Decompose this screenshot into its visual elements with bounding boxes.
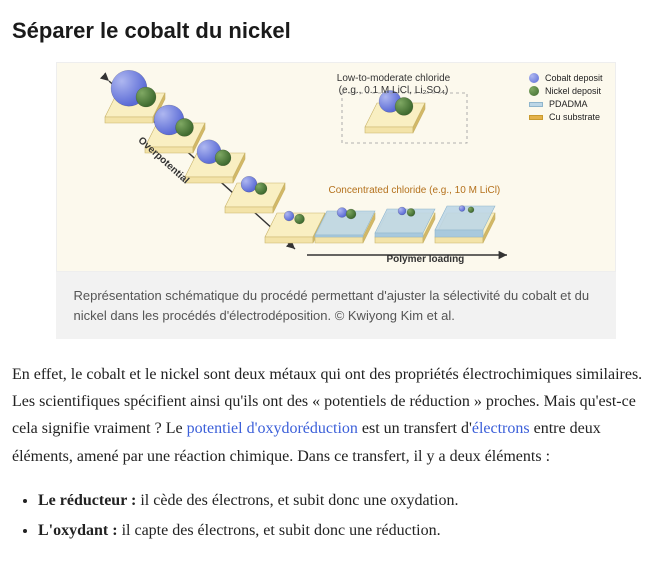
concentrated-label: Concentrated chloride (e.g., 10 M LiCl) — [329, 185, 501, 196]
pdadma-swatch — [529, 102, 543, 107]
legend: Cobalt deposit Nickel deposit PDADMA Cu … — [529, 73, 603, 125]
legend-cu: Cu substrate — [529, 112, 603, 122]
legend-label: Cobalt deposit — [545, 73, 603, 83]
polymer-loading-label: Polymer loading — [387, 254, 465, 265]
nickel-swatch — [529, 86, 539, 96]
bullet-list: Le réducteur : il cède des électrons, et… — [12, 486, 659, 547]
cu-swatch — [529, 115, 543, 120]
legend-label: PDADMA — [549, 99, 588, 109]
low-chloride-label-2: (e.g., 0.1 M LiCl, Li₂SO₄) — [319, 85, 469, 96]
bullet-text: il cède des électrons, et subit donc une… — [136, 492, 458, 509]
legend-label: Nickel deposit — [545, 86, 601, 96]
body-paragraph: En effet, le cobalt et le nickel sont de… — [12, 361, 659, 470]
oxydoreduction-link[interactable]: potentiel d'oxydoréduction — [187, 420, 358, 437]
bullet-label: L'oxydant : — [38, 522, 118, 539]
figure-container: Cobalt deposit Nickel deposit PDADMA Cu … — [56, 62, 616, 339]
diagram: Cobalt deposit Nickel deposit PDADMA Cu … — [56, 62, 616, 272]
legend-label: Cu substrate — [549, 112, 600, 122]
bullet-label: Le réducteur : — [38, 492, 136, 509]
text-span: est un transfert d' — [358, 420, 472, 437]
electrons-link[interactable]: électrons — [472, 420, 530, 437]
legend-nickel: Nickel deposit — [529, 86, 603, 96]
legend-pdadma: PDADMA — [529, 99, 603, 109]
list-item: Le réducteur : il cède des électrons, et… — [38, 486, 659, 516]
cobalt-swatch — [529, 73, 539, 83]
bullet-text: il capte des électrons, et subit donc un… — [118, 522, 441, 539]
low-chloride-label-1: Low-to-moderate chloride — [319, 73, 469, 84]
figure-caption: Représentation schématique du procédé pe… — [56, 272, 616, 339]
legend-cobalt: Cobalt deposit — [529, 73, 603, 83]
section-heading: Séparer le cobalt du nickel — [12, 18, 659, 44]
list-item: L'oxydant : il capte des électrons, et s… — [38, 516, 659, 546]
